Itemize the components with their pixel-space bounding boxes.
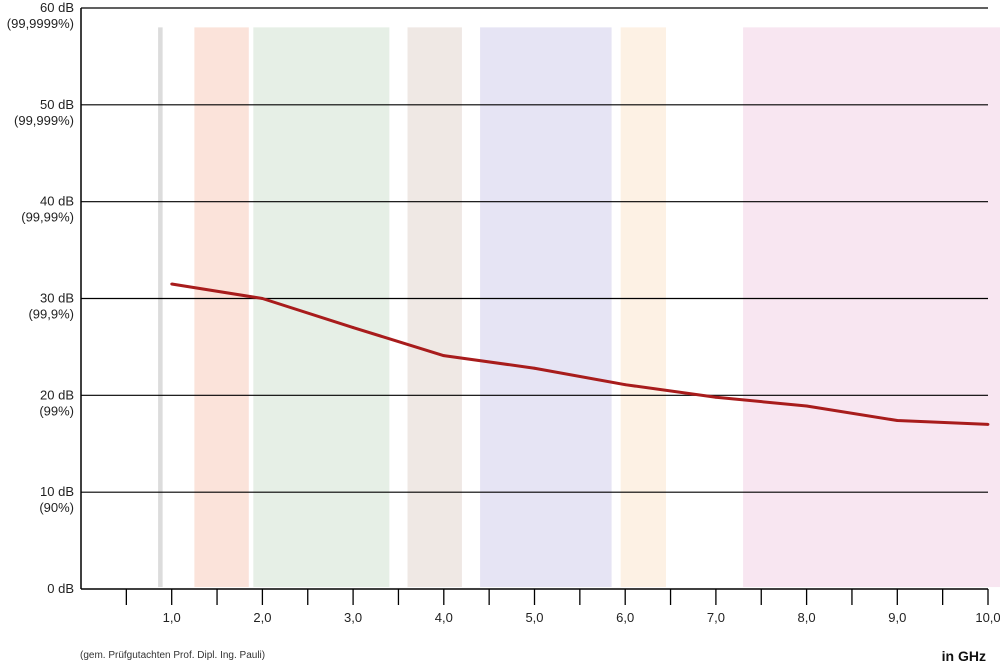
y-tick-label: 40 dB: [40, 194, 74, 209]
data-point: [170, 282, 174, 286]
data-point: [714, 395, 718, 399]
x-tick-label: 7,0: [707, 610, 725, 625]
x-axis-unit-label: in GHz: [941, 648, 986, 664]
data-point: [533, 366, 536, 370]
y-tick-label: 10 dB: [40, 484, 74, 499]
source-note: (gem. Prüfgutachten Prof. Dipl. Ing. Pau…: [80, 650, 266, 661]
frequency-band-6: [620, 27, 667, 588]
y-tick-sublabel: (99,999%): [14, 113, 74, 128]
data-point: [261, 297, 264, 300]
frequency-bands: [158, 27, 1000, 588]
x-tick-label: 2,0: [253, 610, 271, 625]
data-point: [895, 419, 899, 422]
y-tick-label: 30 dB: [40, 291, 74, 306]
x-tick-label: 3,0: [344, 610, 362, 625]
x-tick-label: 10,0: [975, 610, 1000, 625]
y-tick-sublabel: (99%): [39, 403, 74, 418]
y-tick-label: 50 dB: [40, 97, 74, 112]
frequency-band-2: [194, 27, 249, 588]
y-tick-sublabel: (99,9%): [28, 307, 74, 322]
y-tick-sublabel: (90%): [39, 500, 74, 515]
y-tick-label: 20 dB: [40, 387, 74, 402]
y-tick-sublabel: (99,9999%): [7, 16, 74, 31]
x-tick-label: 6,0: [616, 610, 634, 625]
series-lines: [170, 282, 990, 426]
frequency-band-5: [480, 27, 612, 588]
data-point: [805, 404, 808, 408]
data-point: [986, 422, 990, 426]
x-tick-label: 5,0: [525, 610, 543, 625]
x-tick-label: 8,0: [798, 610, 816, 625]
frequency-band-4: [407, 27, 462, 588]
data-point: [442, 354, 446, 358]
x-axis-ticks: 1,0 2,0 3,0 4,0 5,0 6,0 7,0 8,0 9,0 10,0: [125, 589, 1000, 625]
series-line-1: [171, 282, 989, 426]
frequency-band-7: [743, 27, 1000, 588]
x-tick-label: 9,0: [888, 610, 906, 625]
y-tick-label: 60 dB: [40, 0, 74, 15]
data-point: [623, 383, 627, 387]
x-tick-label: 1,0: [163, 610, 181, 625]
y-tick-sublabel: (99,99%): [21, 210, 74, 225]
frequency-band-1: [158, 27, 163, 588]
frequency-band-3: [253, 27, 390, 588]
y-tick-label: 0 dB: [47, 581, 74, 596]
data-point: [351, 326, 355, 329]
y-axis-labels: 60 dB(99,9999%) 50 dB(99,999%) 40 dB(99,99…: [7, 0, 74, 596]
x-tick-label: 4,0: [435, 610, 453, 625]
